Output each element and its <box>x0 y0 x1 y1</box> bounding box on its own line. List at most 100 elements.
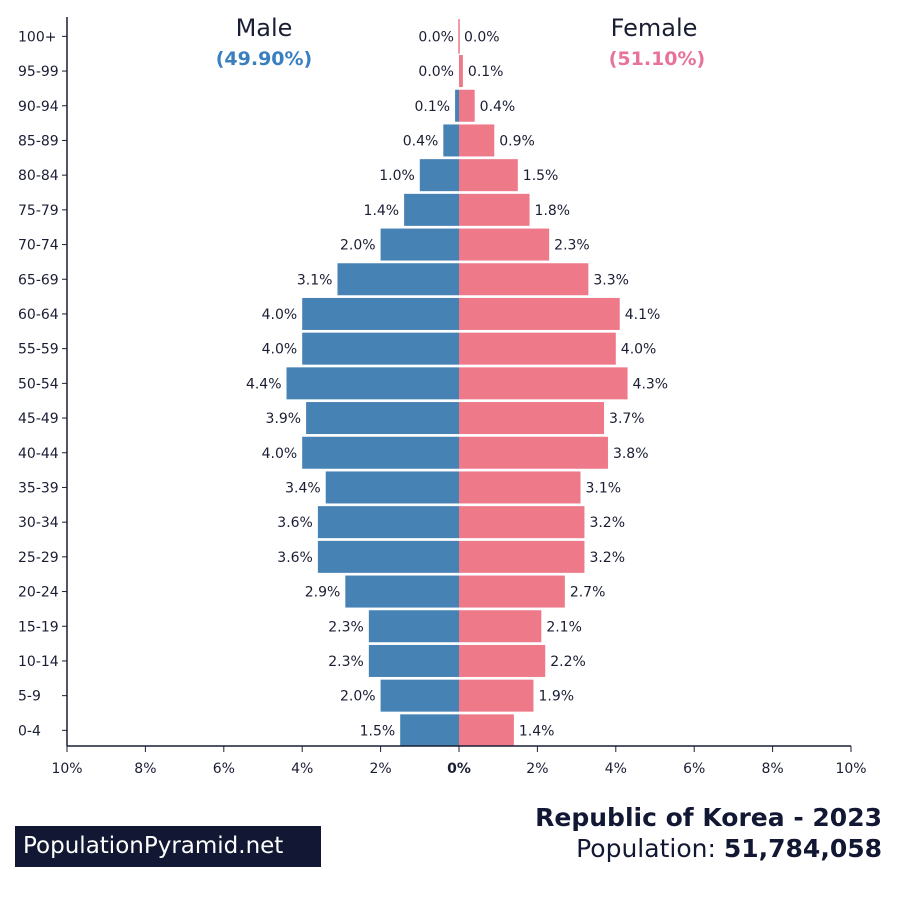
x-tick-label: 10% <box>51 761 82 777</box>
female-value-60-64: 4.1% <box>625 307 661 323</box>
male-bar-30-34 <box>317 506 459 539</box>
female-bar-25-29 <box>459 540 585 573</box>
female-value-45-49: 3.7% <box>609 411 645 427</box>
female-value-100+: 0.0% <box>464 29 500 45</box>
male-bar-40-44 <box>302 436 459 469</box>
female-value-25-29: 3.2% <box>589 550 625 566</box>
male-bar-10-14 <box>368 644 459 677</box>
male-bar-50-54 <box>286 367 459 400</box>
female-value-0-4: 1.4% <box>519 723 555 739</box>
x-axis-ticks: 10% 8% 6% 4% 2% 0% 2% 4% 6% 8% 10% <box>51 746 867 777</box>
male-value-75-79: 1.4% <box>364 203 400 219</box>
male-bar-55-59 <box>302 332 459 365</box>
age-label-85-89: 85-89 <box>18 133 59 149</box>
country-year-title: Republic of Korea - 2023 <box>535 803 882 832</box>
population-value: 51,784,058 <box>723 834 882 863</box>
male-value-15-19: 2.3% <box>328 619 364 635</box>
male-value-80-84: 1.0% <box>379 168 415 184</box>
age-label-25-29: 25-29 <box>18 550 59 566</box>
population-pyramid-chart: 100+ 95-99 90-94 85-89 80-84 75-79 70-74 65-69 6… <box>18 17 867 777</box>
male-value-100+: 0.0% <box>418 29 454 45</box>
male-value-55-59: 4.0% <box>262 342 298 358</box>
male-value-70-74: 2.0% <box>340 238 376 254</box>
brand-logo[interactable]: PopulationPyramid.net <box>15 826 321 867</box>
female-bar-15-19 <box>459 610 542 643</box>
x-tick-label: 6% <box>213 761 235 777</box>
male-bars <box>286 89 459 747</box>
male-value-5-9: 2.0% <box>340 689 376 705</box>
female-bar-45-49 <box>459 402 605 435</box>
male-bar-35-39 <box>325 471 459 504</box>
male-value-25-29: 3.6% <box>277 550 313 566</box>
population-label: Population: <box>576 834 716 863</box>
female-value-75-79: 1.8% <box>535 203 571 219</box>
female-value-10-14: 2.2% <box>550 654 586 670</box>
male-value-35-39: 3.4% <box>285 480 321 496</box>
x-tick-label: 8% <box>761 761 783 777</box>
male-value-10-14: 2.3% <box>328 654 364 670</box>
male-value-65-69: 3.1% <box>297 272 333 288</box>
age-label-5-9: 5-9 <box>18 689 41 705</box>
male-bar-5-9 <box>380 679 459 712</box>
female-bar-65-69 <box>459 263 589 296</box>
age-label-15-19: 15-19 <box>18 619 59 635</box>
male-bar-60-64 <box>302 297 459 330</box>
male-bar-0-4 <box>400 714 459 747</box>
x-tick-label: 10% <box>835 761 866 777</box>
age-label-40-44: 40-44 <box>18 446 59 462</box>
age-label-20-24: 20-24 <box>18 585 59 601</box>
x-tick-label: 2% <box>369 761 391 777</box>
male-value-0-4: 1.5% <box>360 723 396 739</box>
male-title: Male <box>235 14 293 42</box>
age-label-65-69: 65-69 <box>18 272 59 288</box>
female-value-20-24: 2.7% <box>570 585 606 601</box>
female-value-15-19: 2.1% <box>546 619 582 635</box>
female-percentage: (51.10%) <box>608 48 706 70</box>
age-label-45-49: 45-49 <box>18 411 59 427</box>
male-bar-15-19 <box>368 610 459 643</box>
male-bar-85-89 <box>443 124 459 157</box>
female-value-70-74: 2.3% <box>554 238 590 254</box>
age-label-35-39: 35-39 <box>18 480 59 496</box>
female-bar-80-84 <box>459 159 518 192</box>
male-value-85-89: 0.4% <box>403 133 439 149</box>
male-value-30-34: 3.6% <box>277 515 313 531</box>
age-label-70-74: 70-74 <box>18 238 59 254</box>
female-value-90-94: 0.4% <box>480 99 516 115</box>
male-bar-75-79 <box>404 193 459 226</box>
age-label-10-14: 10-14 <box>18 654 59 670</box>
female-value-55-59: 4.0% <box>621 342 657 358</box>
x-tick-label: 4% <box>605 761 627 777</box>
value-labels: 0.0% 0.0% 0.0% 0.1% 0.1% 0.4% 0.4% 0.9% 1.0% 1.5%… <box>246 29 668 739</box>
female-bar-50-54 <box>459 367 628 400</box>
female-bars <box>459 55 628 747</box>
female-bar-75-79 <box>459 193 530 226</box>
male-bar-20-24 <box>345 575 459 608</box>
female-bar-85-89 <box>459 124 495 157</box>
age-label-95-99: 95-99 <box>18 64 59 80</box>
male-bar-25-29 <box>317 540 459 573</box>
female-value-50-54: 4.3% <box>633 376 669 392</box>
female-bar-95-99 <box>459 55 463 88</box>
x-tick-label: 0% <box>447 761 471 777</box>
age-label-80-84: 80-84 <box>18 168 59 184</box>
female-bar-0-4 <box>459 714 514 747</box>
male-value-60-64: 4.0% <box>262 307 298 323</box>
female-value-40-44: 3.8% <box>613 446 649 462</box>
female-title: Female <box>610 14 698 42</box>
x-tick-label: 6% <box>683 761 705 777</box>
x-tick-label: 2% <box>526 761 548 777</box>
age-label-75-79: 75-79 <box>18 203 59 219</box>
female-bar-10-14 <box>459 644 546 677</box>
age-label-90-94: 90-94 <box>18 99 59 115</box>
age-label-55-59: 55-59 <box>18 342 59 358</box>
female-bar-20-24 <box>459 575 565 608</box>
male-percentage: (49.90%) <box>215 48 313 70</box>
x-tick-label: 4% <box>291 761 313 777</box>
age-label-30-34: 30-34 <box>18 515 59 531</box>
female-value-30-34: 3.2% <box>589 515 625 531</box>
population-line: Population: 51,784,058 <box>576 834 882 863</box>
female-bar-30-34 <box>459 506 585 539</box>
female-bar-60-64 <box>459 297 620 330</box>
age-label-60-64: 60-64 <box>18 307 59 323</box>
